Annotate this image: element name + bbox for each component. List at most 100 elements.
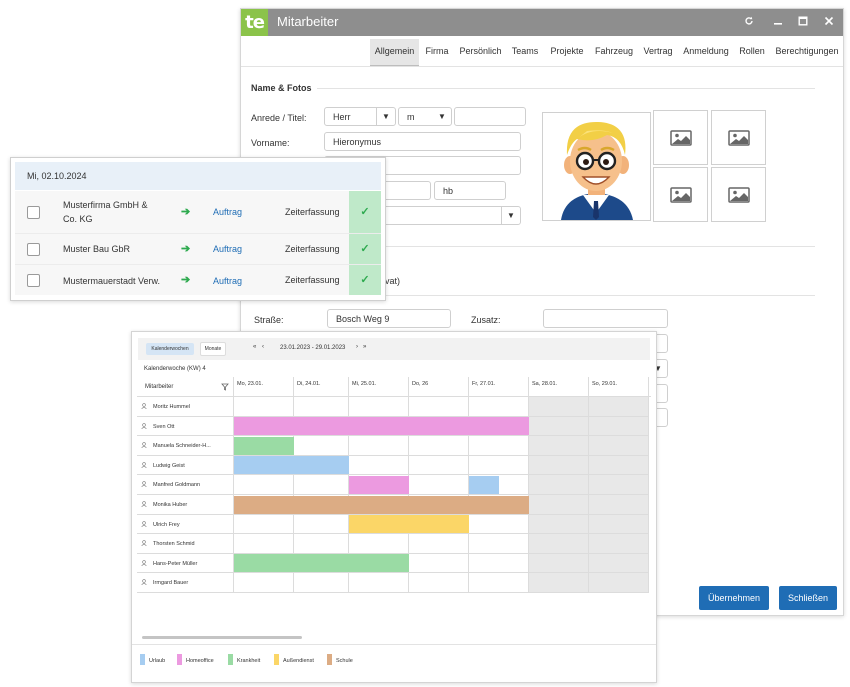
- day-cell[interactable]: [589, 553, 649, 574]
- absence-bar-krankheit[interactable]: [234, 554, 409, 573]
- zusatz-input[interactable]: [543, 309, 668, 328]
- tab-firma[interactable]: Firma: [425, 46, 449, 56]
- employee-cell[interactable]: [137, 554, 234, 574]
- day-cell[interactable]: [234, 397, 294, 417]
- day-cell[interactable]: [589, 436, 649, 456]
- employee-cell[interactable]: [137, 495, 234, 515]
- absence-bar-schule[interactable]: [234, 495, 529, 514]
- filter-icon[interactable]: [221, 383, 229, 391]
- employee-cell[interactable]: [137, 397, 234, 417]
- order-checkbox[interactable]: [27, 274, 40, 287]
- photo-slot-2[interactable]: [711, 110, 766, 165]
- day-cell[interactable]: [469, 475, 529, 495]
- absence-bar-homeoffice[interactable]: [349, 475, 409, 494]
- tab-projekte[interactable]: Projekte: [550, 46, 584, 56]
- day-cell[interactable]: [469, 397, 529, 417]
- tab-fahrzeug[interactable]: Fahrzeug: [594, 46, 634, 56]
- order-link[interactable]: Auftrag: [213, 244, 243, 254]
- close-button[interactable]: Schließen: [779, 586, 837, 610]
- day-cell[interactable]: [409, 436, 469, 456]
- view-months-button[interactable]: Monate: [200, 342, 226, 356]
- order-row[interactable]: Musterfirma GmbH & Co. KG ➔ Auftrag Zeit…: [15, 191, 381, 234]
- day-cell[interactable]: [589, 514, 649, 535]
- next-double-icon[interactable]: »: [363, 344, 367, 350]
- day-cell[interactable]: [234, 573, 294, 593]
- day-cell[interactable]: [589, 573, 649, 593]
- tab-allgemein[interactable]: Allgemein: [370, 39, 419, 67]
- prev-double-icon[interactable]: «: [253, 344, 257, 350]
- employee-cell[interactable]: [137, 515, 234, 535]
- day-cell[interactable]: [589, 475, 649, 495]
- day-cell[interactable]: [409, 397, 469, 417]
- order-checkbox[interactable]: [27, 206, 40, 219]
- day-cell[interactable]: [529, 455, 589, 476]
- tab-anmeldung[interactable]: Anmeldung: [683, 46, 729, 56]
- absence-bar-urlaub[interactable]: [469, 475, 499, 494]
- day-cell[interactable]: [294, 534, 349, 554]
- employee-cell[interactable]: [137, 573, 234, 593]
- day-cell[interactable]: [469, 553, 529, 574]
- day-cell[interactable]: [469, 514, 529, 535]
- avatar[interactable]: [542, 112, 651, 221]
- close-icon[interactable]: [821, 14, 837, 30]
- prev-icon[interactable]: ‹: [262, 344, 264, 350]
- minimize-icon[interactable]: [770, 14, 786, 30]
- day-cell[interactable]: [349, 397, 409, 417]
- day-cell[interactable]: [589, 495, 649, 515]
- day-cell[interactable]: [234, 514, 294, 535]
- absence-bar-krankheit[interactable]: [234, 436, 294, 455]
- order-link[interactable]: Auftrag: [213, 207, 243, 217]
- employee-cell[interactable]: [137, 534, 234, 554]
- day-cell[interactable]: [409, 534, 469, 554]
- employee-cell[interactable]: [137, 475, 234, 495]
- strasse-input[interactable]: Bosch Weg 9: [327, 309, 451, 328]
- employee-cell[interactable]: [137, 436, 234, 456]
- day-cell[interactable]: [294, 397, 349, 417]
- maximize-icon[interactable]: [795, 14, 811, 30]
- day-cell[interactable]: [409, 553, 469, 574]
- employee-cell[interactable]: [137, 456, 234, 476]
- next-icon[interactable]: ›: [356, 344, 358, 350]
- tab-persoenlich[interactable]: Persönlich: [459, 46, 502, 56]
- employee-cell[interactable]: [137, 417, 234, 437]
- day-cell[interactable]: [529, 436, 589, 456]
- gender-select[interactable]: m ▼: [398, 107, 452, 126]
- day-cell[interactable]: [529, 553, 589, 574]
- day-cell[interactable]: [469, 455, 529, 476]
- day-cell[interactable]: [589, 534, 649, 554]
- horizontal-scrollbar[interactable]: [142, 636, 302, 639]
- apply-button[interactable]: Übernehmen: [699, 586, 769, 610]
- day-cell[interactable]: [469, 436, 529, 456]
- tab-berechtigungen[interactable]: Berechtigungen: [775, 46, 839, 56]
- day-cell[interactable]: [349, 436, 409, 456]
- day-cell[interactable]: [294, 475, 349, 495]
- day-cell[interactable]: [529, 397, 589, 417]
- kuerzel-input[interactable]: hb: [434, 181, 506, 200]
- day-cell[interactable]: [529, 573, 589, 593]
- absence-bar-außendienst[interactable]: [349, 515, 469, 534]
- day-cell[interactable]: [409, 475, 469, 495]
- day-cell[interactable]: [409, 573, 469, 593]
- day-cell[interactable]: [529, 514, 589, 535]
- day-cell[interactable]: [469, 573, 529, 593]
- order-row[interactable]: Mustermauerstadt Verw. ➔ Auftrag Zeiterf…: [15, 265, 381, 295]
- view-weeks-button[interactable]: Kalenderwochen: [146, 343, 194, 355]
- day-cell[interactable]: [469, 534, 529, 554]
- day-cell[interactable]: [529, 495, 589, 515]
- day-cell[interactable]: [529, 475, 589, 495]
- day-cell[interactable]: [294, 436, 349, 456]
- order-link[interactable]: Auftrag: [213, 276, 243, 286]
- day-cell[interactable]: [294, 514, 349, 535]
- day-cell[interactable]: [294, 573, 349, 593]
- day-cell[interactable]: [349, 573, 409, 593]
- day-cell[interactable]: [589, 416, 649, 437]
- tab-teams[interactable]: Teams: [511, 46, 539, 56]
- day-cell[interactable]: [349, 455, 409, 476]
- day-cell[interactable]: [589, 397, 649, 417]
- day-cell[interactable]: [409, 455, 469, 476]
- photo-slot-4[interactable]: [711, 167, 766, 222]
- vorname-input[interactable]: Hieronymus: [324, 132, 521, 151]
- titel-input[interactable]: [454, 107, 526, 126]
- photo-slot-3[interactable]: [653, 167, 708, 222]
- day-cell[interactable]: [234, 475, 294, 495]
